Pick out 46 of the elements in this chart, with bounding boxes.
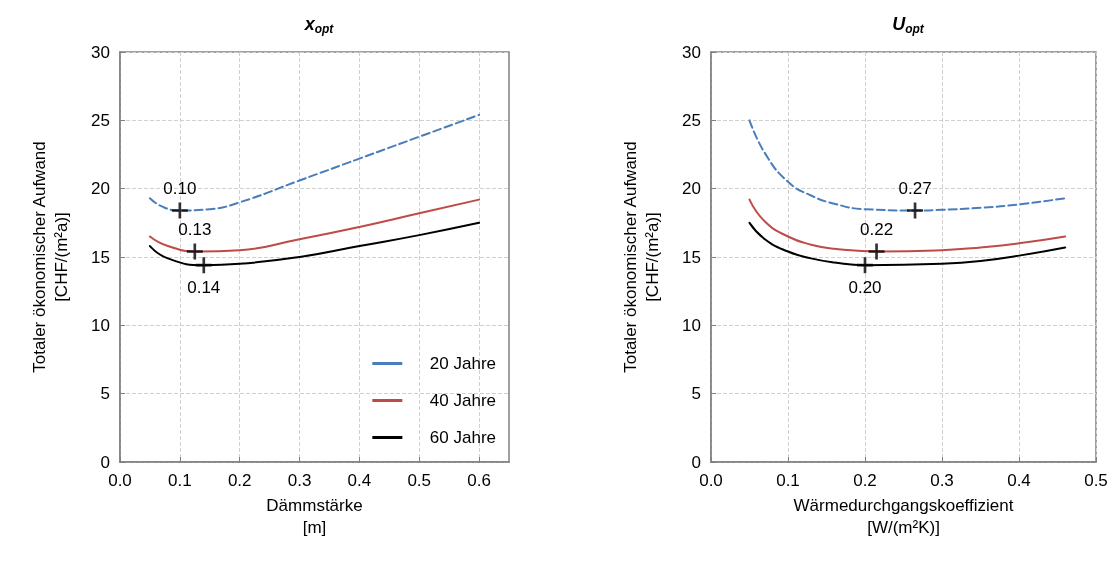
x-tick-label: 0.5 (407, 471, 432, 490)
annotation: 0.20 (848, 277, 882, 297)
x-tick-label: 0.0 (699, 471, 723, 490)
annotation: 0.14 (187, 277, 221, 297)
legend-label: 20 Jahre (429, 354, 497, 373)
y-tick-label: 20 (91, 179, 110, 199)
x-axis-title: Wärmedurchgangskoeffizient [W/(m²K)] (793, 495, 1014, 537)
y-axis-title: Totaler ökonomischer Aufwand [CHF/(m²a)] (620, 141, 662, 373)
x-tick-label: 0.1 (168, 471, 192, 490)
x-tick-label: 0.2 (227, 471, 252, 490)
y-tick-label: 30 (682, 42, 701, 62)
x-axis-title: Dämmstärke [m] (266, 495, 363, 537)
point (186, 243, 203, 260)
y-tick-label: 30 (91, 42, 110, 62)
y-tick-label: 20 (682, 179, 701, 199)
x-tick-label: 0.4 (1007, 471, 1031, 490)
annotation: 0.13 (178, 220, 212, 240)
x-tick-label: 0.0 (108, 471, 132, 490)
y-tick-label: 10 (91, 315, 110, 335)
y-tick-label: 5 (691, 384, 701, 404)
annotation: 0.22 (860, 220, 894, 240)
annotation: 0.27 (898, 179, 932, 199)
x-tick-label: 0.5 (1084, 471, 1108, 490)
y-tick-label: 25 (91, 110, 110, 130)
y-tick-label: 0 (691, 452, 701, 472)
y-tick-label: 15 (682, 247, 701, 267)
y-tick-label: 0 (100, 452, 110, 472)
legend-label: 60 Jahre (429, 428, 497, 447)
point (171, 202, 188, 219)
x-tick-label: 0.6 (467, 471, 491, 490)
y-tick-label: 15 (91, 247, 110, 267)
point (907, 202, 924, 219)
x-tick-label: 0.3 (287, 471, 312, 490)
x-tick-label: 0.3 (930, 471, 954, 490)
point (195, 257, 212, 274)
y-tick-label: 5 (100, 384, 110, 404)
x-tick-label: 0.1 (776, 471, 800, 490)
annotation: 0.10 (163, 179, 197, 199)
point (857, 257, 873, 274)
x-tick-label: 0.2 (853, 471, 877, 490)
point (868, 243, 885, 260)
y-axis-title: Totaler ökonomischer Aufwand [CHF/(m²a)] (29, 141, 71, 373)
y-tick-label: 10 (682, 315, 701, 335)
legend-label: 40 Jahre (429, 391, 497, 410)
y-tick-label: 25 (682, 110, 701, 130)
x-tick-label: 0.4 (347, 471, 372, 490)
